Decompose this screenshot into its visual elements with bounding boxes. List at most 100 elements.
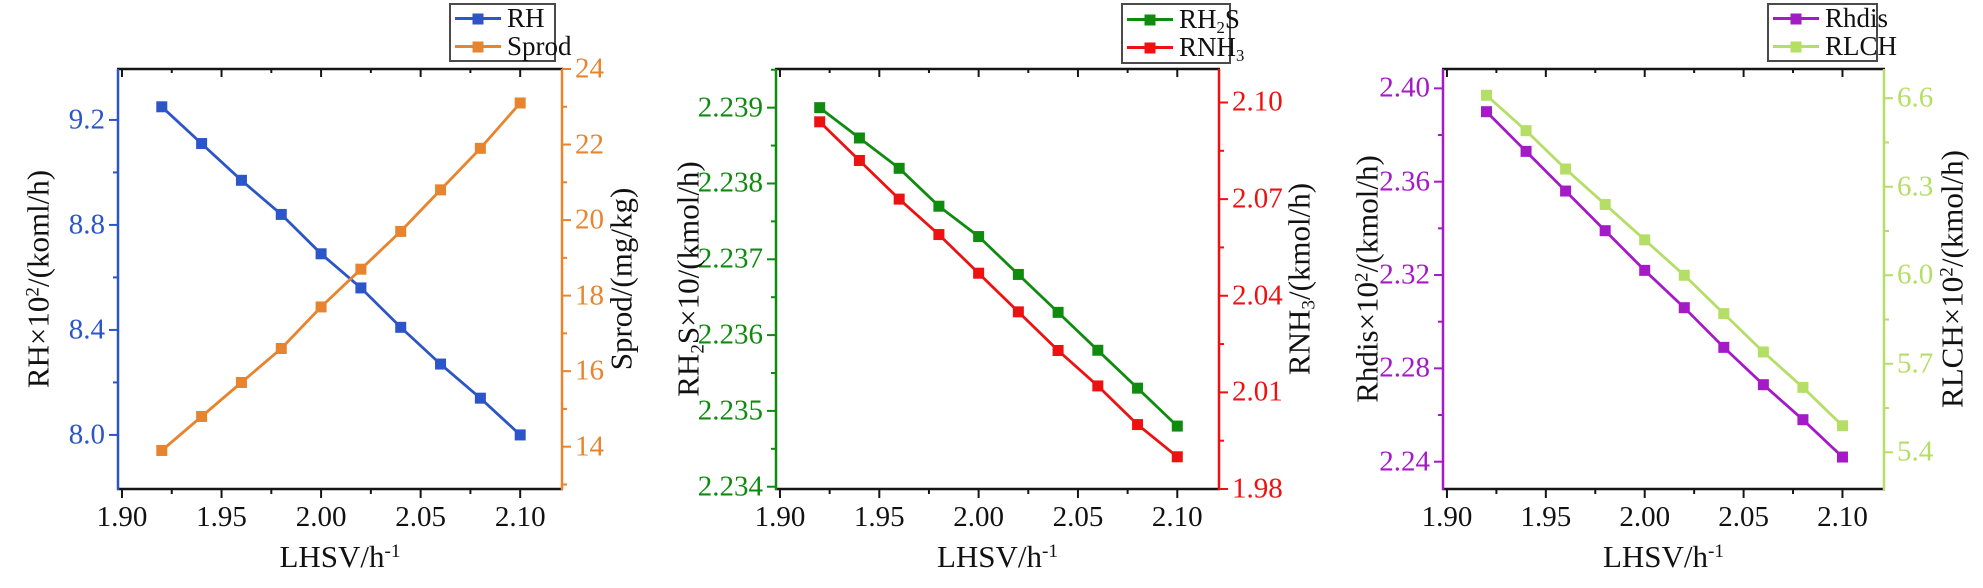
left-tick-label: 2.239 — [697, 91, 763, 124]
right-tick-label: 18 — [575, 279, 604, 312]
right-tick-label: 5.7 — [1897, 347, 1934, 380]
RH-data-point-marker — [315, 248, 327, 260]
RH-data-point-marker — [196, 138, 208, 150]
right-tick-label: 2.04 — [1232, 279, 1283, 312]
legend-marker — [1144, 14, 1156, 25]
x-tick-label: 1.90 — [754, 501, 806, 533]
legend-label: RNH3 — [1179, 32, 1245, 65]
left-tick-label: 2.238 — [697, 166, 763, 199]
legend-entry: RLCH — [1773, 33, 1897, 60]
x-tick-label: 1.95 — [853, 501, 905, 533]
RH2S-data-point-marker — [933, 200, 945, 212]
RH-data-point-marker — [514, 429, 526, 441]
left-tick-label: 2.36 — [1379, 165, 1430, 198]
RH2S-data-point-marker — [1132, 382, 1144, 394]
Rhdis-data-point-marker — [1639, 264, 1651, 276]
RH2S-data-point-marker — [1012, 268, 1024, 280]
RLCH-data-point-marker — [1678, 269, 1690, 281]
rhdis-rlch-legend: Rhdis RLCH — [1767, 3, 1897, 62]
RH2S-series-line — [818, 106, 1179, 428]
right-tick-label: 20 — [575, 203, 604, 236]
left-tick-label: 2.236 — [697, 318, 763, 351]
legend-label: RH — [507, 3, 545, 33]
Sprod-data-point-marker — [355, 263, 367, 275]
Sprod-data-point-marker — [315, 301, 327, 313]
Rhdis-data-point-marker — [1678, 302, 1690, 314]
legend-entry: RH2S — [1127, 6, 1240, 36]
left-tick-label: 8.4 — [68, 313, 105, 346]
RNH3-data-point-marker — [1171, 451, 1183, 463]
left-tick-label: 2.40 — [1379, 71, 1430, 104]
x-tick-label: 2.00 — [1619, 501, 1671, 533]
right-tick-label: 2.07 — [1232, 182, 1283, 215]
RNH3-data-point-marker — [1092, 380, 1104, 392]
x-tick-label: 2.00 — [295, 501, 347, 533]
Rhdis-data-point-marker — [1718, 341, 1730, 353]
legend-line-sample — [1773, 12, 1819, 25]
x-tick-label: 1.90 — [1421, 501, 1473, 533]
RH2S-data-point-marker — [853, 132, 865, 144]
Sprod-series-line — [160, 102, 522, 452]
RLCH-data-point-marker — [1520, 125, 1532, 137]
Sprod-data-point-marker — [514, 97, 526, 109]
legend-line-sample — [1773, 40, 1819, 53]
right-tick-label: 1.98 — [1232, 472, 1283, 505]
Sprod-data-point-marker — [395, 225, 407, 237]
RH-data-point-marker — [156, 101, 168, 113]
RNH3-data-point-marker — [893, 193, 905, 205]
x-tick-label: 1.95 — [1520, 501, 1572, 533]
RLCH-data-point-marker — [1560, 163, 1572, 175]
RH2S-data-point-marker — [893, 162, 905, 174]
RLCH-data-point-marker — [1481, 89, 1493, 101]
RNH3-data-point-marker — [933, 229, 945, 241]
x-tick-label: 2.05 — [395, 501, 446, 533]
x-tick-label: 2.10 — [1817, 501, 1868, 533]
RH-data-point-marker — [355, 282, 367, 294]
right-tick-label: 14 — [575, 430, 604, 463]
x-axis-title: LHSV/h-1 — [279, 539, 401, 574]
legend-marker — [472, 41, 484, 52]
left-tick-label: 9.2 — [68, 103, 105, 136]
Rhdis-data-point-marker — [1560, 185, 1572, 197]
right-tick-label: 2.10 — [1232, 85, 1283, 118]
right-tick-label: 24 — [575, 52, 604, 85]
right-tick-label: 6.3 — [1897, 170, 1934, 203]
Sprod-data-point-marker — [196, 410, 208, 422]
right-tick-label: 22 — [575, 128, 604, 161]
RNH3-data-point-marker — [973, 267, 985, 279]
left-tick-label: 8.0 — [68, 418, 105, 451]
RNH3-data-point-marker — [1052, 345, 1064, 357]
RNH3-series-line — [818, 120, 1179, 458]
RNH3-data-point-marker — [1132, 419, 1144, 431]
x-axis-title: LHSV/h-1 — [936, 539, 1059, 574]
legend-marker — [472, 13, 484, 24]
RLCH-data-point-marker — [1718, 308, 1730, 320]
x-tick-label: 2.00 — [953, 501, 1004, 533]
legend-marker — [1790, 41, 1802, 52]
x-tick-label: 1.95 — [196, 501, 247, 533]
legend-line-sample — [455, 12, 501, 25]
Rhdis-data-point-marker — [1481, 106, 1493, 118]
legend-entry: RH — [455, 5, 550, 32]
RLCH-data-point-marker — [1599, 198, 1611, 210]
legend-entry: Sprod — [455, 33, 572, 60]
left-tick-label: 2.24 — [1379, 445, 1430, 478]
RH-data-point-marker — [235, 174, 247, 186]
left-tick-label: 8.8 — [68, 208, 105, 241]
legend-marker — [1790, 13, 1802, 24]
x-tick-label: 2.10 — [494, 501, 546, 533]
x-tick-label: 1.90 — [96, 501, 148, 533]
RH2S-data-point-marker — [1171, 420, 1183, 432]
RH-data-point-marker — [395, 321, 407, 333]
RH2S-data-point-marker — [973, 231, 985, 243]
left-axis-title: Rhdis×102/(kmol/h) — [1349, 155, 1385, 403]
right-axis-title: RLCH×102/(kmol/h) — [1934, 150, 1970, 408]
RNH3-data-point-marker — [1012, 306, 1024, 318]
legend-line-sample — [1127, 41, 1173, 54]
left-tick-label: 2.28 — [1379, 351, 1430, 384]
x-tick-label: 2.05 — [1052, 501, 1104, 533]
